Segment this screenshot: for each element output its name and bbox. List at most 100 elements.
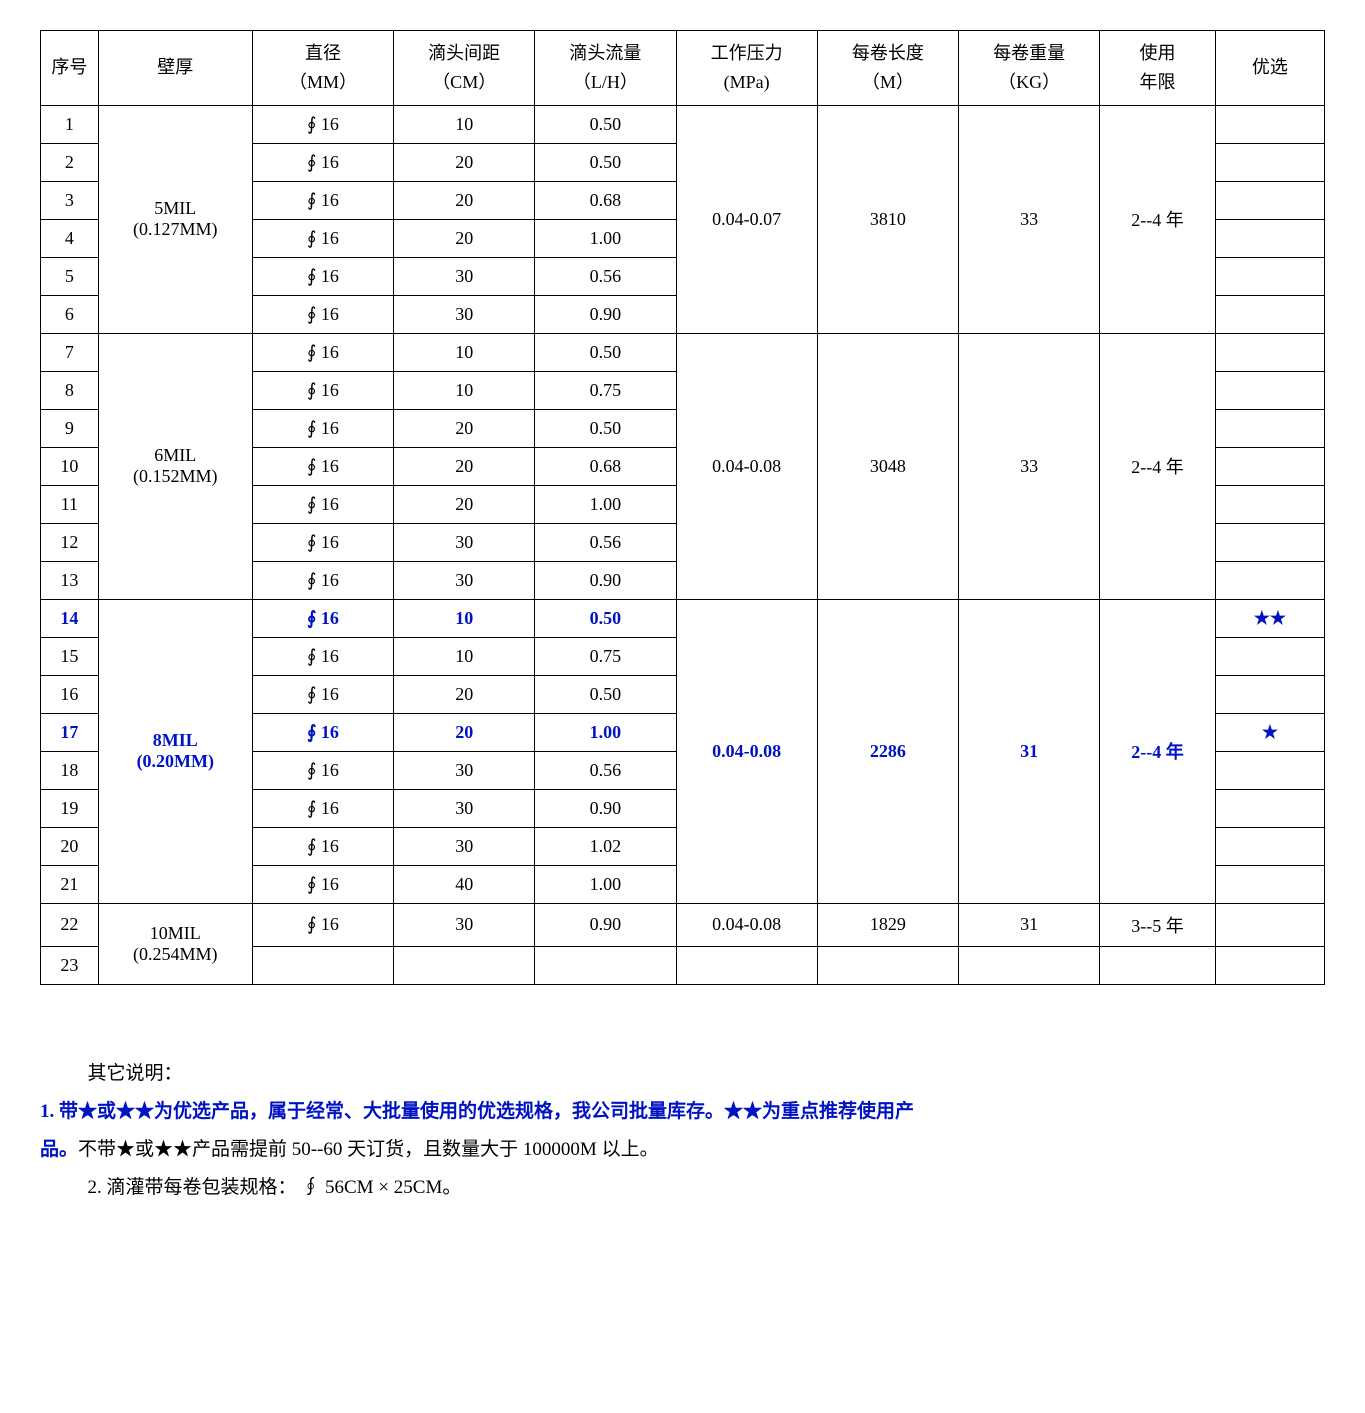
- cell-flow: 0.50: [535, 409, 676, 447]
- cell-preferred: [1215, 485, 1324, 523]
- cell-seq: 15: [41, 637, 99, 675]
- cell-preferred: [1215, 903, 1324, 946]
- cell-flow: 0.68: [535, 447, 676, 485]
- table-body: 15MIL(0.127MM)∮ 16100.500.04-0.073810332…: [41, 105, 1325, 984]
- cell-length: 2286: [817, 599, 958, 903]
- cell-diameter: ∮ 16: [252, 637, 393, 675]
- notes-section: 其它说明： 1. 带★或★★为优选产品，属于经常、大批量使用的优选规格，我公司批…: [40, 1055, 1325, 1207]
- cell-seq: 10: [41, 447, 99, 485]
- cell-pressure: 0.04-0.08: [676, 333, 817, 599]
- cell-flow: 0.90: [535, 903, 676, 946]
- cell-flow: 0.56: [535, 257, 676, 295]
- cell-blank: [817, 946, 958, 984]
- cell-preferred: [1215, 257, 1324, 295]
- cell-wall-thickness: 6MIL(0.152MM): [98, 333, 252, 599]
- cell-preferred: [1215, 523, 1324, 561]
- cell-seq: 22: [41, 903, 99, 946]
- table-row: 2210MIL(0.254MM)∮ 16300.900.04-0.0818293…: [41, 903, 1325, 946]
- cell-flow: 0.56: [535, 751, 676, 789]
- cell-blank: [1100, 946, 1216, 984]
- cell-preferred: [1215, 751, 1324, 789]
- cell-preferred: [1215, 675, 1324, 713]
- cell-seq: 12: [41, 523, 99, 561]
- header-flow: 滴头流量（L/H）: [535, 31, 676, 106]
- cell-diameter: ∮ 16: [252, 257, 393, 295]
- cell-spacing: 30: [394, 295, 535, 333]
- cell-diameter: [252, 946, 393, 984]
- cell-seq: 7: [41, 333, 99, 371]
- cell-flow: 1.00: [535, 713, 676, 751]
- table-header-row: 序号 壁厚 直径（MM） 滴头间距（CM） 滴头流量（L/H） 工作压力(MPa…: [41, 31, 1325, 106]
- cell-spacing: 20: [394, 409, 535, 447]
- note-1-line2a: 品。: [40, 1139, 78, 1160]
- cell-diameter: ∮ 16: [252, 333, 393, 371]
- cell-preferred: ★: [1215, 713, 1324, 751]
- cell-diameter: ∮ 16: [252, 789, 393, 827]
- cell-length: 1829: [817, 903, 958, 946]
- cell-flow: 0.68: [535, 181, 676, 219]
- cell-flow: 0.50: [535, 105, 676, 143]
- cell-seq: 21: [41, 865, 99, 903]
- header-pref: 优选: [1215, 31, 1324, 106]
- cell-seq: 8: [41, 371, 99, 409]
- cell-seq: 17: [41, 713, 99, 751]
- cell-seq: 5: [41, 257, 99, 295]
- cell-diameter: ∮ 16: [252, 485, 393, 523]
- cell-flow: 0.50: [535, 333, 676, 371]
- header-wall: 壁厚: [98, 31, 252, 106]
- cell-preferred: [1215, 409, 1324, 447]
- cell-pressure: 0.04-0.07: [676, 105, 817, 333]
- cell-weight: 33: [959, 333, 1100, 599]
- cell-flow: 1.02: [535, 827, 676, 865]
- cell-life: 2--4 年: [1100, 333, 1216, 599]
- cell-flow: 1.00: [535, 865, 676, 903]
- header-pressure: 工作压力(MPa): [676, 31, 817, 106]
- header-seq: 序号: [41, 31, 99, 106]
- cell-weight: 31: [959, 599, 1100, 903]
- cell-seq: 13: [41, 561, 99, 599]
- cell-preferred: [1215, 865, 1324, 903]
- cell-spacing: 20: [394, 447, 535, 485]
- cell-seq: 2: [41, 143, 99, 181]
- cell-seq: 20: [41, 827, 99, 865]
- cell-preferred: [1215, 371, 1324, 409]
- cell-spacing: 10: [394, 371, 535, 409]
- cell-preferred: [1215, 561, 1324, 599]
- cell-diameter: ∮ 16: [252, 865, 393, 903]
- cell-spacing: 30: [394, 903, 535, 946]
- cell-seq: 18: [41, 751, 99, 789]
- cell-seq: 3: [41, 181, 99, 219]
- cell-wall-thickness: 8MIL(0.20MM): [98, 599, 252, 903]
- cell-seq: 16: [41, 675, 99, 713]
- cell-spacing: 30: [394, 257, 535, 295]
- cell-spacing: 20: [394, 219, 535, 257]
- cell-diameter: ∮ 16: [252, 599, 393, 637]
- cell-diameter: ∮ 16: [252, 675, 393, 713]
- cell-blank: [959, 946, 1100, 984]
- cell-flow: 0.75: [535, 371, 676, 409]
- table-row: 76MIL(0.152MM)∮ 16100.500.04-0.083048332…: [41, 333, 1325, 371]
- cell-pressure: 0.04-0.08: [676, 599, 817, 903]
- cell-preferred: [1215, 143, 1324, 181]
- cell-flow: 0.56: [535, 523, 676, 561]
- cell-seq: 4: [41, 219, 99, 257]
- cell-flow: 0.50: [535, 675, 676, 713]
- cell-diameter: ∮ 16: [252, 903, 393, 946]
- cell-spacing: 20: [394, 675, 535, 713]
- cell-flow: 0.50: [535, 143, 676, 181]
- cell-spacing: 30: [394, 523, 535, 561]
- cell-spacing: [394, 946, 535, 984]
- notes-title: 其它说明：: [40, 1055, 1325, 1093]
- cell-flow: 0.50: [535, 599, 676, 637]
- cell-preferred: [1215, 181, 1324, 219]
- cell-diameter: ∮ 16: [252, 523, 393, 561]
- cell-diameter: ∮ 16: [252, 561, 393, 599]
- cell-weight: 33: [959, 105, 1100, 333]
- cell-spacing: 30: [394, 827, 535, 865]
- cell-seq: 9: [41, 409, 99, 447]
- cell-spacing: 10: [394, 105, 535, 143]
- header-weight: 每卷重量（KG）: [959, 31, 1100, 106]
- cell-diameter: ∮ 16: [252, 827, 393, 865]
- cell-diameter: ∮ 16: [252, 447, 393, 485]
- cell-preferred: [1215, 295, 1324, 333]
